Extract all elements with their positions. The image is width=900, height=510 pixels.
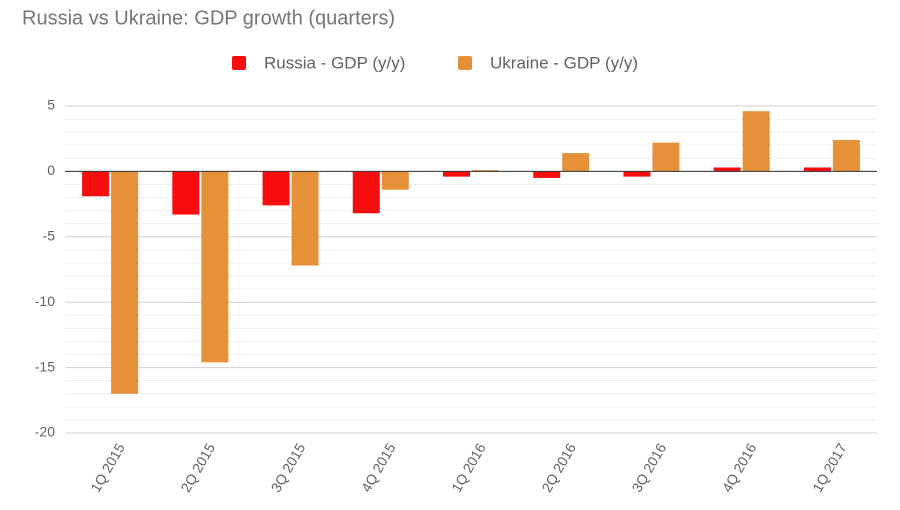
bar (562, 153, 590, 172)
bar (713, 167, 741, 172)
x-tick-label: 1Q 2016 (448, 440, 489, 495)
x-tick-label: 2Q 2015 (177, 440, 218, 495)
bar (201, 171, 229, 363)
bar (291, 171, 319, 266)
y-tick-label: -20 (35, 424, 55, 440)
bar (533, 171, 561, 178)
bar (623, 171, 651, 177)
y-tick-label: -10 (35, 293, 55, 309)
x-tick-label: 3Q 2016 (629, 440, 670, 495)
legend-label: Ukraine - GDP (y/y) (490, 53, 638, 72)
legend-swatch (458, 56, 472, 70)
legend-swatch (232, 56, 246, 70)
x-tick-label: 3Q 2015 (268, 440, 309, 495)
y-tick-label: 5 (47, 97, 55, 113)
chart-title: Russia vs Ukraine: GDP growth (quarters) (22, 7, 395, 29)
x-tick-label: 4Q 2015 (358, 440, 399, 495)
y-tick-label: -5 (43, 228, 56, 244)
x-tick-label: 1Q 2015 (87, 440, 128, 495)
y-tick-label: -15 (35, 358, 55, 374)
bar (742, 111, 770, 172)
bar (803, 167, 831, 172)
bar (443, 171, 470, 177)
bar (262, 171, 290, 206)
bar (82, 171, 110, 197)
bar (352, 171, 380, 214)
legend-label: Russia - GDP (y/y) (264, 53, 405, 72)
bar (111, 171, 139, 394)
bar (472, 170, 499, 172)
bar (381, 171, 409, 190)
bar (832, 140, 860, 172)
y-tick-label: 0 (47, 162, 55, 178)
x-tick-label: 1Q 2017 (809, 440, 850, 495)
bar (652, 142, 680, 172)
x-tick-label: 4Q 2016 (719, 440, 760, 495)
bar (172, 171, 200, 215)
x-tick-label: 2Q 2016 (538, 440, 579, 495)
